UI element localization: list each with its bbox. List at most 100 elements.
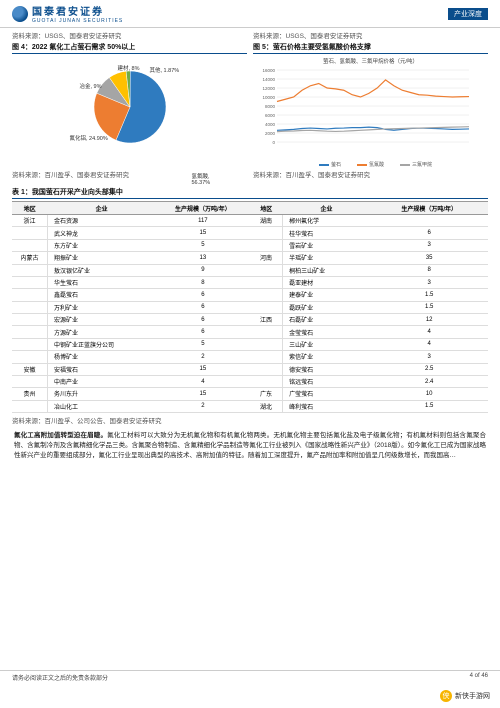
table-cell: 峰利萤石 bbox=[283, 400, 371, 412]
table-cell bbox=[250, 338, 283, 350]
table-cell bbox=[12, 289, 48, 301]
table-header: 生产规模（万吨/年） bbox=[370, 202, 488, 215]
svg-text:14000: 14000 bbox=[262, 77, 275, 82]
table-cell: 35 bbox=[370, 252, 488, 264]
table-cell bbox=[250, 289, 283, 301]
table-cell bbox=[370, 215, 488, 227]
page-footer: 请务必阅读正文之后的免责条款部分 4 of 46 bbox=[0, 670, 500, 684]
table-cell: 金石资源 bbox=[48, 215, 156, 227]
svg-text:16000: 16000 bbox=[262, 68, 275, 73]
table-cell: 2 bbox=[156, 400, 250, 412]
table-cell: 5 bbox=[156, 239, 250, 251]
table-cell bbox=[12, 338, 48, 350]
svg-text:4000: 4000 bbox=[265, 122, 276, 127]
table-cell bbox=[12, 239, 48, 251]
table-cell: 4 bbox=[156, 375, 250, 387]
table-cell: 5 bbox=[156, 338, 250, 350]
table-cell: 2 bbox=[156, 351, 250, 363]
table-row: 金莹萤石4 bbox=[250, 326, 488, 338]
table-source: 资料来源：百川盈孚、公司公告、国泰君安证券研究 bbox=[0, 413, 500, 427]
pie-label: 其他, 1.87% bbox=[150, 66, 180, 74]
table-cell: 翔振矿业 bbox=[48, 252, 156, 264]
source-usgs-left: 资料来源：USGS、国泰君安证券研究 bbox=[12, 28, 247, 42]
table-cell: 华生萤石 bbox=[48, 276, 156, 288]
table-cell: 6 bbox=[156, 301, 250, 313]
table-cell bbox=[250, 227, 283, 239]
table-cell: 湖北 bbox=[250, 400, 283, 412]
footer-disclaimer: 请务必阅读正文之后的免责条款部分 bbox=[12, 673, 108, 682]
table-cell bbox=[12, 326, 48, 338]
table-row: 三山矿业4 bbox=[250, 338, 488, 350]
logo-en: GUOTAI JUNAN SECURITIES bbox=[32, 18, 123, 24]
table-row: 华生萤石8 bbox=[12, 276, 250, 288]
table-cell: 湖南 bbox=[250, 215, 283, 227]
table-row: 浙江金石资源117 bbox=[12, 215, 250, 227]
table-cell: 3 bbox=[370, 239, 488, 251]
table-row: 磊跃矿业1.5 bbox=[250, 301, 488, 313]
table-cell: 河南 bbox=[250, 252, 283, 264]
table-cell: 桂华萤石 bbox=[283, 227, 371, 239]
table-row: 冶山化工2 bbox=[12, 400, 250, 412]
table-header: 地区 bbox=[250, 202, 283, 215]
table-row: 万利矿业6 bbox=[12, 301, 250, 313]
table-cell bbox=[250, 351, 283, 363]
figure-5: 图 5：萤石价格主要受氢氟酸价格支撑 萤石、氢氟酸、三氟甲烷价格（元/吨） 02… bbox=[253, 42, 488, 167]
table-right: 地区企业生产规模（万吨/年）湖南郴州氟化学桂华萤石6雪岩矿业3河南半瑶矿业35桐… bbox=[250, 201, 488, 413]
table-cell: 金莹萤石 bbox=[283, 326, 371, 338]
table-cell: 建泰矿业 bbox=[283, 289, 371, 301]
table-cell bbox=[12, 276, 48, 288]
source-usgs-right: 资料来源：USGS、国泰君安证券研究 bbox=[253, 28, 488, 42]
table-row: 广东广莹萤石10 bbox=[250, 388, 488, 400]
table-row: 江西石磊矿业12 bbox=[250, 314, 488, 326]
table-cell: 8 bbox=[370, 264, 488, 276]
table-cell bbox=[250, 301, 283, 313]
table-header: 企业 bbox=[48, 202, 156, 215]
line-series bbox=[277, 80, 469, 102]
table-cell: 2.5 bbox=[370, 363, 488, 375]
table-cell: 磊亚建材 bbox=[283, 276, 371, 288]
table-cell: 3 bbox=[370, 276, 488, 288]
figure-row: 图 4：2022 氟化工占萤石需求 50%以上 氢氟酸, 56.37%氟化铝, … bbox=[0, 42, 500, 167]
logo-cn: 国泰君安证券 bbox=[32, 3, 123, 18]
source-row-figs: 资料来源：百川盈孚、国泰君安证券研究 资料来源：百川盈孚、国泰君安证券研究 bbox=[0, 167, 500, 181]
pie-label: 冶金, 9% bbox=[80, 82, 102, 90]
logo: 国泰君安证券 GUOTAI JUNAN SECURITIES bbox=[12, 3, 123, 24]
table-cell: 中南产业 bbox=[48, 375, 156, 387]
page-header: 国泰君安证券 GUOTAI JUNAN SECURITIES 产业深度 bbox=[0, 0, 500, 28]
table-row: 铭远萤石2.4 bbox=[250, 375, 488, 387]
table-cell: 紫信矿业 bbox=[283, 351, 371, 363]
table-cell bbox=[250, 363, 283, 375]
table-cell bbox=[12, 264, 48, 276]
svg-text:12000: 12000 bbox=[262, 86, 275, 91]
table-cell: 敖汉银亿矿业 bbox=[48, 264, 156, 276]
table-header: 生产规模（万吨/年） bbox=[156, 202, 250, 215]
table-cell: 6 bbox=[156, 289, 250, 301]
watermark: 侠 新侠手游网 bbox=[440, 690, 490, 702]
table-cell: 6 bbox=[156, 314, 250, 326]
table-row: 方源矿业6 bbox=[12, 326, 250, 338]
table-cell bbox=[250, 276, 283, 288]
table-row: 桐柏三山矿业8 bbox=[250, 264, 488, 276]
table-cell: 13 bbox=[156, 252, 250, 264]
table-cell: 东方矿业 bbox=[48, 239, 156, 251]
table-cell: 10 bbox=[370, 388, 488, 400]
pie-label: 氢氟酸, 56.37% bbox=[192, 172, 211, 186]
table-row: 紫信矿业3 bbox=[250, 351, 488, 363]
table-cell: 磊跃矿业 bbox=[283, 301, 371, 313]
figure-4: 图 4：2022 氟化工占萤石需求 50%以上 氢氟酸, 56.37%氟化铝, … bbox=[12, 42, 247, 167]
table-cell: 雪岩矿业 bbox=[283, 239, 371, 251]
table-row: 磊亚建材3 bbox=[250, 276, 488, 288]
svg-text:2000: 2000 bbox=[265, 131, 276, 136]
table-cell: 12 bbox=[370, 314, 488, 326]
source-row-top: 资料来源：USGS、国泰君安证券研究 资料来源：USGS、国泰君安证券研究 bbox=[0, 28, 500, 42]
para-lead: 氟化工高附加值转型迫在眉睫。 bbox=[14, 432, 107, 439]
svg-text:8000: 8000 bbox=[265, 104, 276, 109]
table-cell: 安徽 bbox=[12, 363, 48, 375]
report-tag: 产业深度 bbox=[448, 8, 488, 20]
table-row: 湖南郴州氟化学 bbox=[250, 215, 488, 227]
table-cell: 9 bbox=[156, 264, 250, 276]
table-cell: 广东 bbox=[250, 388, 283, 400]
footer-page-num: 4 of 46 bbox=[470, 673, 488, 682]
table-cell bbox=[250, 239, 283, 251]
table-cell bbox=[12, 314, 48, 326]
